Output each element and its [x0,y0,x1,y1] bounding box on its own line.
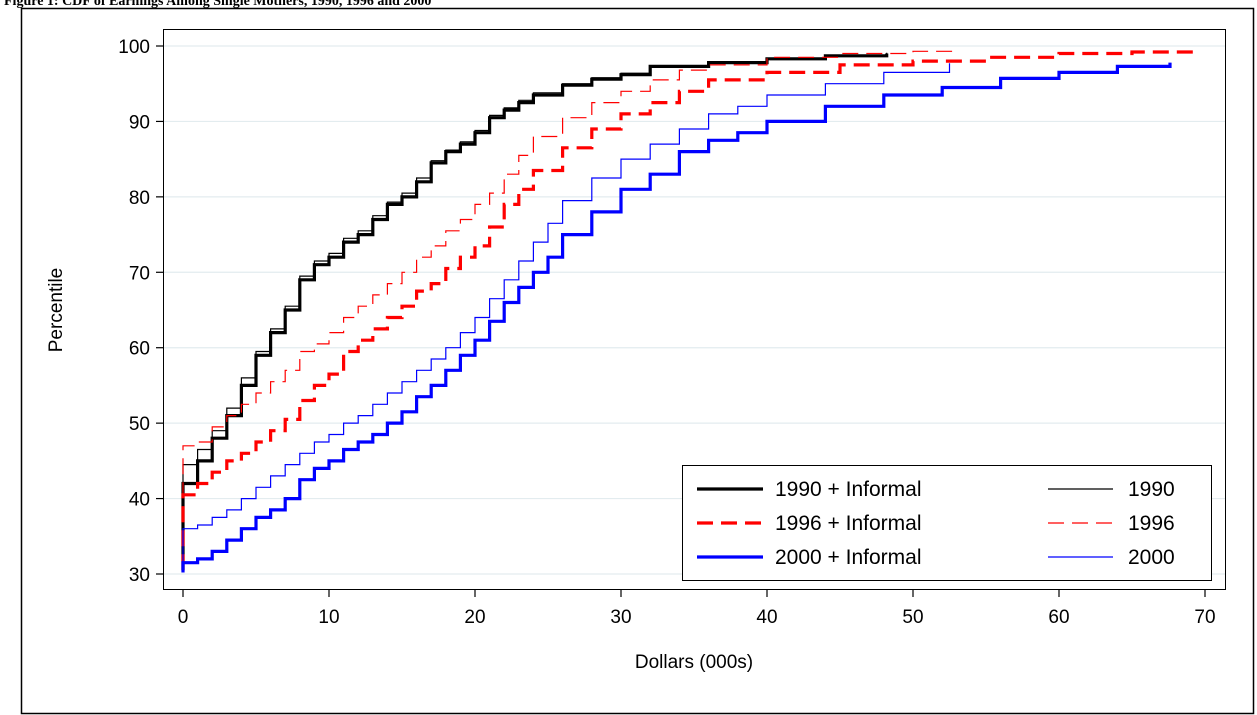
y-tick-label: 30 [129,565,150,586]
x-tick-label: 60 [1048,607,1069,628]
y-tick-label: 60 [129,339,150,360]
y-tick-label: 100 [118,37,150,58]
x-tick-label: 30 [610,607,631,628]
y-tick-label: 80 [129,188,150,209]
x-tick-label: 40 [756,607,777,628]
figure-border [20,7,1255,715]
x-tick-label: 70 [1194,607,1215,628]
axes: 30 40 50 60 70 80 90 100 0 10 20 30 40 50 60 70 [118,37,1215,628]
series-line-1996 [182,50,955,571]
x-tick-label: 50 [902,607,923,628]
series-line-2000 [182,63,951,573]
y-tick-label: 90 [129,112,150,133]
x-tick-label: 20 [464,607,485,628]
legend-label: 1990 [1128,478,1175,501]
figure-caption: Figure 1: CDF of Earnings Among Single M… [4,0,432,8]
legend-box [682,465,1212,581]
x-tick-label: 10 [318,607,339,628]
series-line-2000-informal [181,62,1172,573]
x-tick-label: 0 [178,607,189,628]
x-axis-label: Dollars (000s) [635,652,753,673]
legend-label: 1996 + Informal [775,512,922,535]
y-tick-label: 70 [129,263,150,284]
series-lines [181,49,1197,573]
legend-label: 2000 [1128,546,1175,569]
y-tick-label: 50 [129,414,150,435]
legend: 1990 + Informal 1990 1996 + Informal 1996 20… [682,465,1212,581]
legend-label: 2000 + Informal [775,546,922,569]
legend-label: 1990 + Informal [775,478,922,501]
legend-label: 1996 [1128,512,1175,535]
y-axis-label: Percentile [46,268,67,353]
series-line-1996-informal [181,49,1197,571]
gridlines [164,45,1225,575]
y-tick-label: 40 [129,490,150,511]
series-line-1990 [182,52,888,571]
